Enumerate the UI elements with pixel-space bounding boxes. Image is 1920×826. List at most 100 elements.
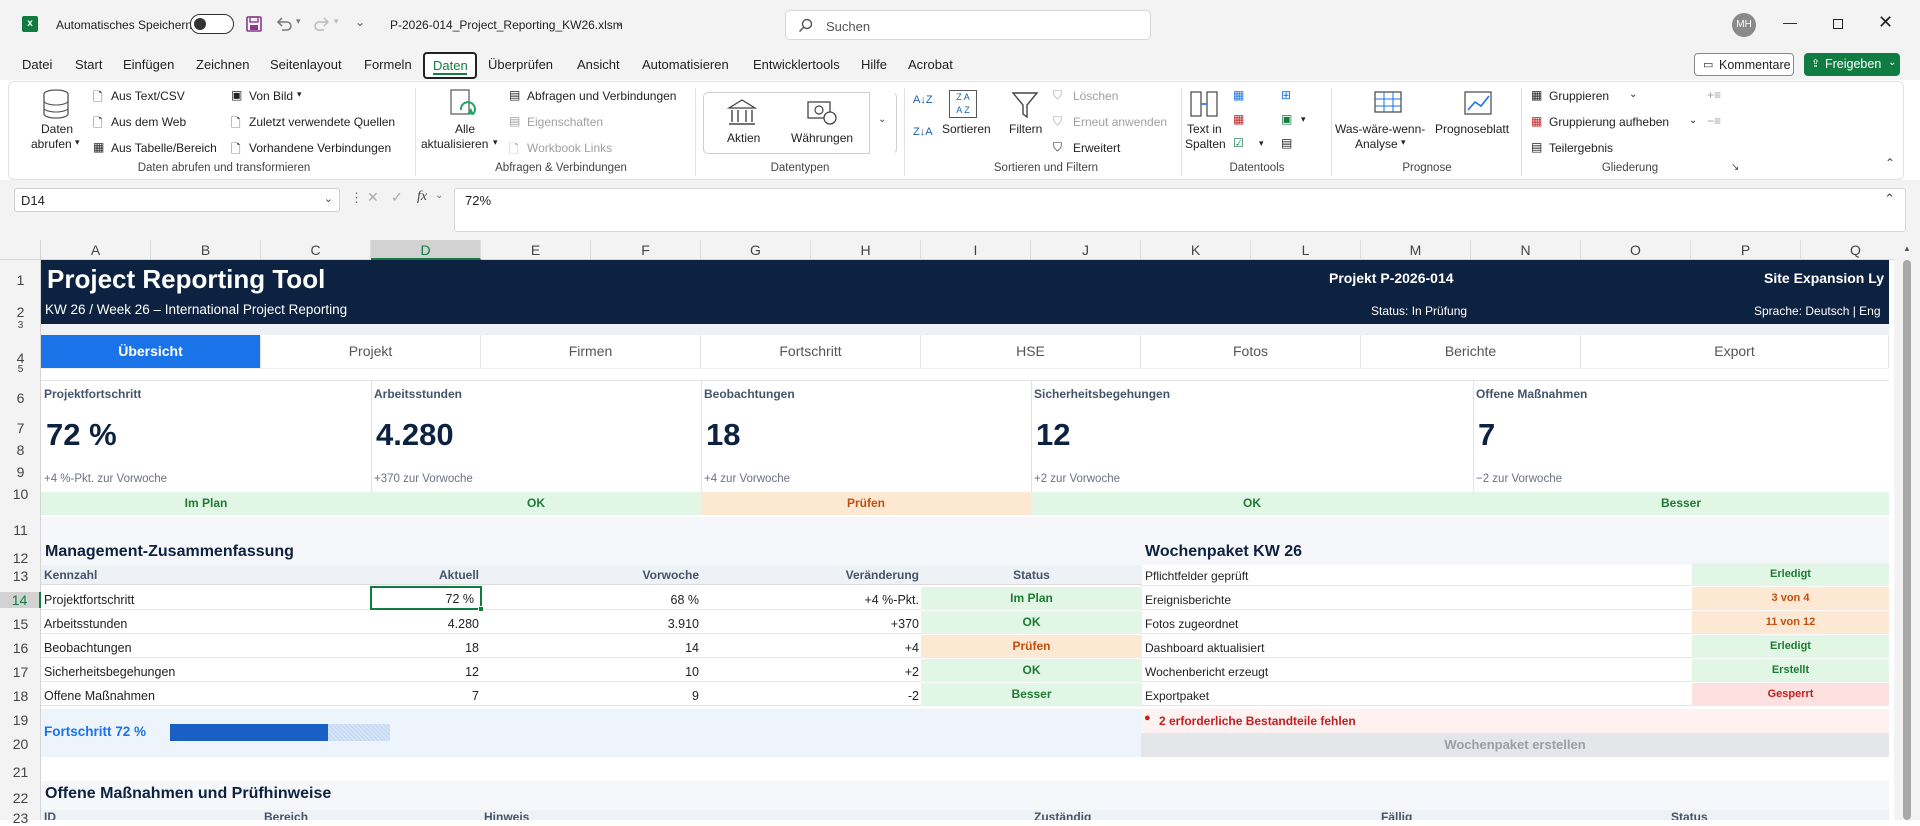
save-icon[interactable] <box>245 15 263 33</box>
maximize-icon[interactable] <box>1833 19 1843 29</box>
col-header-h[interactable]: H <box>811 240 921 260</box>
existing-connections-button[interactable]: Vorhandene Verbindungen <box>249 141 392 155</box>
validation-dropdown-icon[interactable]: ▾ <box>1259 138 1264 148</box>
undo-icon[interactable] <box>274 15 294 33</box>
redo-icon[interactable] <box>312 15 332 33</box>
refresh-dropdown-icon[interactable]: ▾ <box>493 137 498 147</box>
workbook-links-button[interactable]: Workbook Links <box>527 141 613 155</box>
get-data-label[interactable]: Daten <box>41 122 74 136</box>
clear-button[interactable]: Löschen <box>1073 89 1119 103</box>
properties-button[interactable]: Eigenschaften <box>527 115 604 129</box>
row-header-20[interactable]: 20 <box>12 736 29 752</box>
row-header-19[interactable]: 19 <box>12 712 29 728</box>
row-header-14[interactable]: 14 <box>0 592 41 608</box>
filter-button[interactable]: Filtern <box>1009 122 1043 136</box>
outline-dialog-launcher-icon[interactable]: ↘ <box>1731 162 1740 173</box>
search-box[interactable]: Suchen <box>785 10 1151 40</box>
formula-input[interactable]: 72% ⌃ <box>454 188 1906 232</box>
row-header-22[interactable]: 22 <box>12 790 29 806</box>
menu-start[interactable]: Start <box>75 57 103 72</box>
text-to-columns-label[interactable]: Text in <box>1187 122 1222 136</box>
customize-toolbar-icon[interactable]: ⌄ <box>355 15 366 29</box>
refresh-all-label[interactable]: Alle <box>455 122 476 136</box>
row-header-18[interactable]: 18 <box>12 688 29 704</box>
forecast-sheet-button[interactable]: Prognoseblatt <box>1435 122 1510 136</box>
redo-dropdown-icon[interactable]: ▾ <box>334 16 339 26</box>
close-icon[interactable]: ✕ <box>1878 12 1894 32</box>
whatif-dropdown-icon[interactable]: ▾ <box>1401 137 1406 147</box>
whatif-label[interactable]: Was-wäre-wenn- <box>1335 122 1426 136</box>
share-button[interactable]: ⇪ Freigeben ⌄ <box>1804 53 1900 76</box>
menu-hilfe[interactable]: Hilfe <box>861 57 888 72</box>
tab-hse[interactable]: HSE <box>921 335 1141 368</box>
from-picture-dropdown-icon[interactable]: ▾ <box>297 89 302 99</box>
scrollbar-thumb[interactable] <box>1903 260 1911 820</box>
tab-fortschritt[interactable]: Fortschritt <box>701 335 921 368</box>
selected-cell-d14[interactable]: 72 % <box>370 586 484 612</box>
sort-za-icon[interactable]: Z↓A <box>913 126 933 138</box>
col-header-k[interactable]: K <box>1141 240 1251 260</box>
minimize-icon[interactable]: — <box>1783 14 1797 30</box>
queries-connections-button[interactable]: Abfragen und Verbindungen <box>527 89 677 103</box>
get-data-dropdown-icon[interactable]: ▾ <box>75 137 80 147</box>
menu-seitenlayout[interactable]: Seitenlayout <box>270 57 342 72</box>
remove-duplicates-icon[interactable]: ▦ <box>1233 112 1245 126</box>
data-model-icon[interactable]: ▤ <box>1281 136 1293 150</box>
from-text-button[interactable]: Aus Text/CSV <box>111 89 185 103</box>
col-header-i[interactable]: I <box>921 240 1031 260</box>
advanced-button[interactable]: Erweitert <box>1073 141 1121 155</box>
file-name[interactable]: P-2026-014_Project_Reporting_KW26.xlsm <box>390 18 623 32</box>
from-table-button[interactable]: Aus Tabelle/Bereich <box>111 141 217 155</box>
relationships-dropdown-icon[interactable]: ▾ <box>1301 114 1306 124</box>
col-header-e[interactable]: E <box>481 240 591 260</box>
stocks-button[interactable]: Aktien <box>727 131 761 145</box>
create-weekly-package-button[interactable]: Wochenpaket erstellen <box>1141 733 1889 757</box>
row-header-7[interactable]: 7 <box>16 420 25 436</box>
menu-daten[interactable]: Daten <box>423 52 477 79</box>
row-header-17[interactable]: 17 <box>12 664 29 680</box>
from-web-button[interactable]: Aus dem Web <box>111 115 187 129</box>
menu-datei[interactable]: Datei <box>22 57 53 72</box>
flash-fill-icon[interactable]: ▦ <box>1233 88 1245 102</box>
col-header-p[interactable]: P <box>1691 240 1801 260</box>
subtotal-button[interactable]: Teilergebnis <box>1549 141 1614 155</box>
recent-sources-button[interactable]: Zuletzt verwendete Quellen <box>249 115 396 129</box>
menu-ueberpruefen[interactable]: Überprüfen <box>488 57 554 72</box>
tab-firmen[interactable]: Firmen <box>481 335 701 368</box>
menu-acrobat[interactable]: Acrobat <box>908 57 953 72</box>
row-header-23[interactable]: 23 <box>12 810 29 826</box>
cancel-edit-icon[interactable]: ✕ <box>367 189 379 205</box>
comments-button[interactable]: ▭ Kommentare <box>1694 53 1794 76</box>
fx-dropdown-icon[interactable]: ⌄ <box>435 190 444 201</box>
more-options-icon[interactable]: ⋮ <box>350 190 363 205</box>
name-box[interactable]: D14 ⌄ <box>14 188 340 212</box>
row-header-12[interactable]: 12 <box>12 550 29 566</box>
tab-uebersicht[interactable]: Übersicht <box>41 335 261 368</box>
row-header-9[interactable]: 9 <box>16 464 25 480</box>
col-header-n[interactable]: N <box>1471 240 1581 260</box>
row-header-2[interactable]: 2 <box>16 304 25 320</box>
col-header-j[interactable]: J <box>1031 240 1141 260</box>
col-header-d[interactable]: D <box>371 240 481 260</box>
menu-formeln[interactable]: Formeln <box>364 57 412 72</box>
confirm-edit-icon[interactable]: ✓ <box>391 189 403 205</box>
data-validation-icon[interactable]: ☑ <box>1233 136 1244 150</box>
col-header-l[interactable]: L <box>1251 240 1361 260</box>
collapse-ribbon-icon[interactable]: ⌃ <box>1885 156 1896 170</box>
relationships-icon[interactable]: ▣ <box>1281 112 1293 126</box>
text-to-columns-label2[interactable]: Spalten <box>1185 137 1226 151</box>
row-header-21[interactable]: 21 <box>12 764 29 780</box>
menu-einfuegen[interactable]: Einfügen <box>123 57 175 72</box>
row-header-15[interactable]: 15 <box>12 616 29 632</box>
col-header-g[interactable]: G <box>701 240 811 260</box>
col-header-f[interactable]: F <box>591 240 701 260</box>
ungroup-button[interactable]: Gruppierung aufheben <box>1549 115 1670 129</box>
row-header-16[interactable]: 16 <box>12 640 29 656</box>
sort-button[interactable]: Sortieren <box>942 122 991 136</box>
from-picture-button[interactable]: Von Bild <box>249 89 294 103</box>
sort-az-icon[interactable]: A↓Z <box>913 94 933 106</box>
tab-berichte[interactable]: Berichte <box>1361 335 1581 368</box>
col-header-c[interactable]: C <box>261 240 371 260</box>
row-header-3[interactable]: 3 <box>17 320 24 331</box>
hide-detail-icon[interactable]: −≡ <box>1707 114 1722 128</box>
